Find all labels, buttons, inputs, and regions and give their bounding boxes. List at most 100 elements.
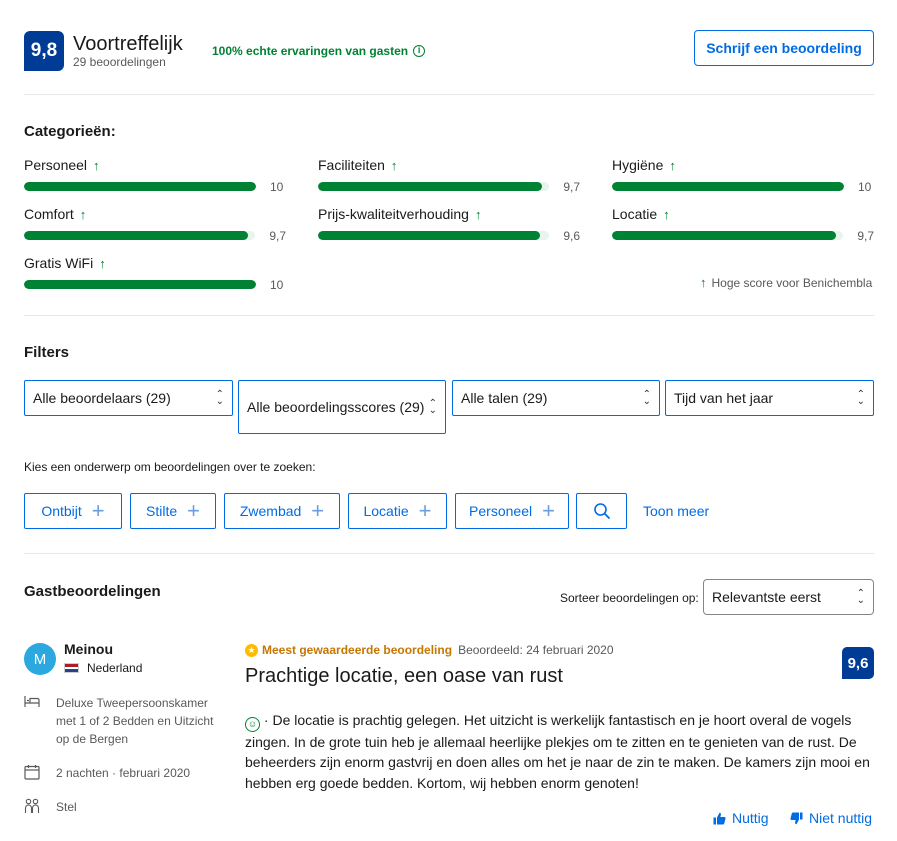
- updown-chevron-icon: ⌃ ⌄: [856, 389, 865, 407]
- review-text: De locatie is prachtig gelegen. Het uitz…: [245, 712, 870, 791]
- arrow-up-icon: ↑: [99, 255, 106, 271]
- search-icon: [593, 503, 610, 519]
- category-score: 9,7: [563, 180, 580, 194]
- select-value: Alle beoordelingsscores (29): [247, 399, 425, 415]
- topic-chip-zwembad[interactable]: Zwembad +: [224, 493, 340, 529]
- topic-chip-personeel[interactable]: Personeel +: [455, 493, 569, 529]
- top-review-label: Meest gewaardeerde beoordeling: [262, 643, 453, 657]
- star-icon: ★: [245, 643, 258, 657]
- show-more-link[interactable]: Toon meer: [643, 503, 710, 519]
- traveler-type: Stel: [56, 800, 77, 814]
- plus-icon: +: [542, 498, 555, 523]
- country-name: Nederland: [87, 661, 143, 675]
- high-score-note: ↑ Hoge score voor Benichembla: [700, 275, 872, 290]
- category-score: 10: [858, 180, 872, 194]
- review-badge-line: ★ Meest gewaardeerde beoordeling Beoorde…: [245, 643, 614, 657]
- category-score: 9,6: [563, 229, 580, 243]
- info-icon[interactable]: i: [413, 45, 426, 57]
- reviewer-country: Nederland: [64, 661, 142, 675]
- helpful-label: Nuttig: [732, 810, 769, 826]
- traveler-info: Stel: [24, 798, 224, 816]
- topic-chip-stilte[interactable]: Stilte +: [130, 493, 216, 529]
- stay-info: 2 nachten · februari 2020: [24, 764, 224, 782]
- updown-chevron-icon: ⌃ ⌄: [642, 389, 651, 407]
- select-value: Relevantste eerst: [712, 589, 821, 605]
- score-bar: [612, 230, 844, 240]
- reviewer-name: Meinou: [64, 641, 113, 657]
- category-score: 9,7: [857, 229, 874, 243]
- category-label: Comfort: [24, 206, 74, 222]
- sort-label: Sorteer beoordelingen op:: [560, 591, 699, 605]
- stay-month: februari 2020: [119, 766, 191, 780]
- review-count: 29 beoordelingen: [73, 55, 166, 69]
- rating-word: Voortreffelijk: [73, 33, 183, 55]
- review-title: Prachtige locatie, een oase van rust: [245, 665, 563, 687]
- category-hygiene: Hygiëne ↑ 10: [612, 156, 874, 194]
- category-score: 10: [270, 180, 284, 194]
- updown-chevron-icon: ⌃ ⌄: [856, 588, 865, 606]
- room-name: Deluxe Tweepersoonskamer met 1 of 2 Bedd…: [56, 696, 214, 746]
- category-label: Locatie: [612, 206, 658, 222]
- category-faciliteiten: Faciliteiten ↑ 9,7: [318, 156, 580, 194]
- score-filter-select[interactable]: Alle beoordelingsscores (29) ⌃ ⌄: [238, 380, 446, 434]
- avatar: M: [24, 643, 56, 675]
- updown-chevron-icon: ⌃ ⌄: [428, 398, 437, 416]
- category-gratis-wifi: Gratis WiFi ↑ 10: [24, 254, 286, 292]
- score-bar: [612, 181, 844, 191]
- score-bar: [318, 230, 550, 240]
- topic-prompt: Kies een onderwerp om beoordelingen over…: [24, 460, 316, 474]
- plus-icon: +: [311, 498, 325, 523]
- reviewer-filter-select[interactable]: Alle beoordelaars (29) ⌃ ⌄: [24, 380, 233, 416]
- divider: [24, 315, 874, 316]
- plus-icon: +: [187, 498, 200, 523]
- review-date: Beoordeeld: 24 februari 2020: [458, 643, 614, 657]
- category-label: Faciliteiten: [318, 157, 385, 173]
- arrow-up-icon: ↑: [79, 206, 87, 222]
- divider: [24, 94, 874, 95]
- chip-label: Locatie: [363, 503, 409, 519]
- arrow-up-icon: ↑: [93, 157, 100, 173]
- arrow-up-icon: ↑: [669, 157, 676, 173]
- high-score-text: Hoge score voor Benichembla: [711, 275, 873, 290]
- topic-search-button[interactable]: [576, 493, 627, 529]
- arrow-up-icon: ↑: [663, 206, 670, 222]
- score-bar: [24, 279, 256, 289]
- category-label: Hygiëne: [612, 157, 664, 173]
- topic-chip-ontbijt[interactable]: Ontbijt +: [24, 493, 122, 529]
- language-filter-select[interactable]: Alle talen (29) ⌃ ⌄: [452, 380, 660, 416]
- category-prijs-kwaliteit: Prijs-kwaliteitverhouding ↑ 9,6: [318, 205, 580, 243]
- thumbs-down-icon: [790, 812, 803, 824]
- category-locatie: Locatie ↑ 9,7: [612, 205, 874, 243]
- select-value: Tijd van het jaar: [674, 390, 774, 406]
- category-label: Personeel: [24, 157, 88, 173]
- helpful-button[interactable]: Nuttig: [713, 810, 769, 826]
- verified-reviews-note: 100% echte ervaringen van gasten i: [212, 44, 426, 58]
- bed-icon: [24, 696, 40, 707]
- chip-label: Ontbijt: [41, 503, 82, 519]
- thumbs-up-icon: [713, 812, 726, 824]
- topic-chip-locatie[interactable]: Locatie +: [348, 493, 447, 529]
- score-bar: [24, 181, 256, 191]
- select-value: Alle talen (29): [461, 390, 548, 406]
- not-helpful-label: Niet nuttig: [809, 810, 873, 826]
- category-personeel: Personeel ↑ 10: [24, 156, 286, 194]
- updown-chevron-icon: ⌃ ⌄: [215, 389, 224, 407]
- overall-score-badge: 9,8: [24, 31, 64, 71]
- select-value: Alle beoordelaars (29): [33, 390, 171, 406]
- categories-title: Categorieën:: [24, 123, 116, 140]
- write-review-button[interactable]: Schrijf een beoordeling: [694, 30, 874, 66]
- time-of-year-select[interactable]: Tijd van het jaar ⌃ ⌄: [665, 380, 874, 416]
- chip-label: Zwembad: [239, 503, 302, 519]
- netherlands-flag-icon: [64, 663, 79, 673]
- score-bar: [318, 181, 550, 191]
- plus-icon: +: [91, 498, 105, 523]
- category-label: Gratis WiFi: [24, 255, 94, 271]
- nights: 2 nachten: [56, 766, 109, 780]
- calendar-icon: [24, 765, 40, 780]
- arrow-up-icon: ↑: [390, 157, 398, 173]
- category-comfort: Comfort ↑ 9,7: [24, 205, 286, 243]
- sort-select[interactable]: Relevantste eerst ⌃ ⌄: [703, 579, 874, 615]
- review-score-badge: 9,6: [842, 647, 874, 679]
- smiley-icon: ☺: [245, 716, 260, 732]
- not-helpful-button[interactable]: Niet nuttig: [790, 810, 872, 826]
